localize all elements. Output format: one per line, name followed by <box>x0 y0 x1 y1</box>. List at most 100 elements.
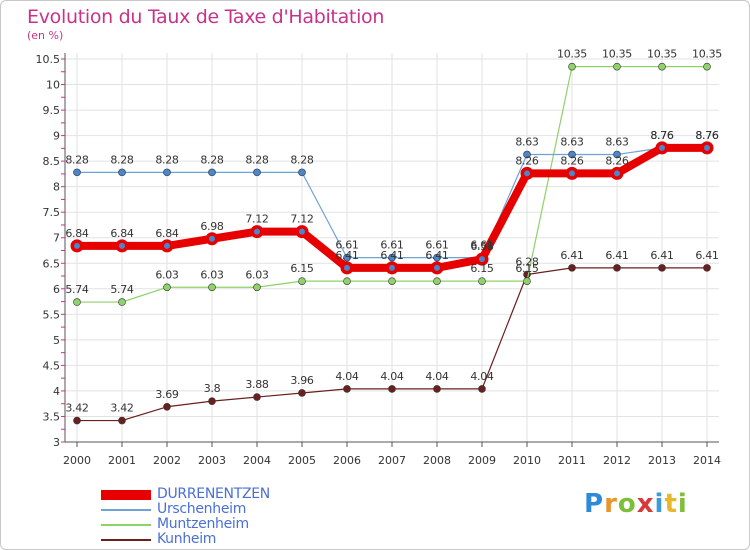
logo-letter: i <box>654 489 665 519</box>
data-label-muntzenheim: 5.74 <box>65 283 89 296</box>
data-label-durrenentzen: 8.76 <box>695 129 719 142</box>
data-labels: 3.42 3.42 3.69 3.8 3.88 3.96 4.04 4.04 4.04 4.04 6… <box>65 48 722 415</box>
data-label-muntzenheim: 6.15 <box>290 262 314 275</box>
logo-letter: t <box>664 489 678 519</box>
legend-item-muntzenheim: Muntzenheim <box>101 516 361 532</box>
data-label-kunheim: 6.41 <box>605 249 628 262</box>
data-point-kunheim <box>433 385 441 393</box>
data-label-muntzenheim: 10.35 <box>647 48 677 61</box>
data-label-durrenentzen: 8.26 <box>515 154 539 167</box>
data-point-kunheim <box>208 397 216 405</box>
x-tick-label: 2003 <box>198 454 226 467</box>
data-label-durrenentzen: 6.98 <box>200 220 224 233</box>
data-point-urschenheim <box>613 150 621 159</box>
data-point-center <box>524 170 530 177</box>
data-label-urschenheim: 8.76 <box>650 129 674 142</box>
y-tick-label: 3 <box>53 436 60 449</box>
x-tick-label: 2000 <box>63 454 91 467</box>
data-label-muntzenheim: 6.03 <box>245 268 269 281</box>
data-point-center <box>704 144 710 151</box>
y-tick-label: 10.5 <box>36 53 61 66</box>
data-point-kunheim <box>343 385 351 393</box>
data-point-kunheim <box>163 402 171 411</box>
data-point-muntzenheim <box>253 283 261 292</box>
unit-label: (en %) <box>27 29 64 42</box>
x-tick-label: 2007 <box>378 454 406 467</box>
x-tick-label: 2006 <box>333 454 361 467</box>
data-point-kunheim <box>568 264 576 272</box>
legend-swatch <box>101 490 151 500</box>
data-label-muntzenheim: 10.35 <box>602 48 632 61</box>
data-point-kunheim <box>253 393 261 401</box>
x-tick-label: 2008 <box>423 454 451 467</box>
legend-label: Urschenheim <box>157 501 247 517</box>
series-group <box>70 62 714 425</box>
data-label-kunheim: 3.96 <box>290 374 314 387</box>
data-label-kunheim: 6.41 <box>650 249 673 262</box>
data-label-muntzenheim: 6.03 <box>155 268 179 281</box>
legend-label: Kunheim <box>157 531 217 547</box>
data-point-urschenheim <box>523 150 531 159</box>
data-point-center <box>119 242 125 249</box>
y-tick-label: 6 <box>53 283 60 296</box>
data-label-urschenheim: 8.63 <box>605 135 629 148</box>
data-point-center <box>74 242 80 249</box>
data-point-center <box>659 144 665 151</box>
data-point-muntzenheim <box>118 298 126 306</box>
x-tick-label: 2010 <box>513 454 541 467</box>
data-label-kunheim: 4.04 <box>380 370 404 383</box>
data-label-durrenentzen: 8.76 <box>650 129 674 142</box>
x-tick-label: 2002 <box>153 454 181 467</box>
data-label-kunheim: 3.69 <box>155 388 179 401</box>
y-tick-label: 5.5 <box>43 308 61 321</box>
data-label-kunheim: 6.41 <box>695 249 718 262</box>
data-point-muntzenheim <box>523 277 531 285</box>
data-label-urschenheim: 8.28 <box>110 153 134 166</box>
y-tick-label: 7 <box>53 232 60 245</box>
data-point-muntzenheim <box>388 277 396 285</box>
data-label-urschenheim: 6.61 <box>335 239 358 252</box>
x-tick-label: 2001 <box>108 454 136 467</box>
data-point-kunheim <box>298 389 306 397</box>
data-point-center <box>209 235 215 242</box>
data-point-center <box>164 242 170 249</box>
data-label-urschenheim: 8.63 <box>515 135 539 148</box>
data-label-kunheim: 3.42 <box>110 402 133 415</box>
data-label-urschenheim: 6.61 <box>380 239 403 252</box>
y-tick-label: 10 <box>46 79 60 92</box>
data-point-center <box>254 228 260 235</box>
legend-swatch <box>101 524 151 526</box>
data-point-muntzenheim <box>208 283 216 292</box>
data-point-urschenheim <box>433 253 441 262</box>
data-point-muntzenheim <box>73 298 81 306</box>
y-tick-label: 5 <box>53 334 60 347</box>
data-point-center <box>479 256 485 263</box>
data-label-durrenentzen: 6.58 <box>470 240 494 253</box>
y-tick-label: 8.5 <box>43 155 61 168</box>
data-label-urschenheim: 8.28 <box>200 153 224 166</box>
data-point-center <box>389 264 395 271</box>
x-tick-label: 2011 <box>558 454 586 467</box>
data-point-urschenheim <box>73 168 81 177</box>
data-label-urschenheim: 8.28 <box>65 153 89 166</box>
data-point-muntzenheim <box>703 62 711 71</box>
x-tick-label: 2009 <box>468 454 496 467</box>
logo-letter: i <box>677 489 688 519</box>
data-label-urschenheim: 8.76 <box>695 129 719 142</box>
data-label-kunheim: 3.88 <box>245 378 269 391</box>
data-point-muntzenheim <box>343 277 351 285</box>
data-label-muntzenheim: 6.15 <box>470 262 494 275</box>
legend-label: Muntzenheim <box>157 516 249 532</box>
y-tick-label: 3.5 <box>43 410 61 423</box>
data-point-kunheim <box>73 416 81 425</box>
data-label-urschenheim: 6.61 <box>470 239 493 252</box>
legend-label: DURRENENTZEN <box>157 486 270 502</box>
data-point-kunheim <box>703 264 711 272</box>
data-label-durrenentzen: 6.41 <box>380 249 403 262</box>
data-point-kunheim <box>478 385 486 393</box>
data-label-durrenentzen: 7.12 <box>245 213 268 226</box>
data-label-kunheim: 6.41 <box>560 249 583 262</box>
data-label-urschenheim: 8.63 <box>560 135 584 148</box>
x-tick-label: 2004 <box>243 454 271 467</box>
